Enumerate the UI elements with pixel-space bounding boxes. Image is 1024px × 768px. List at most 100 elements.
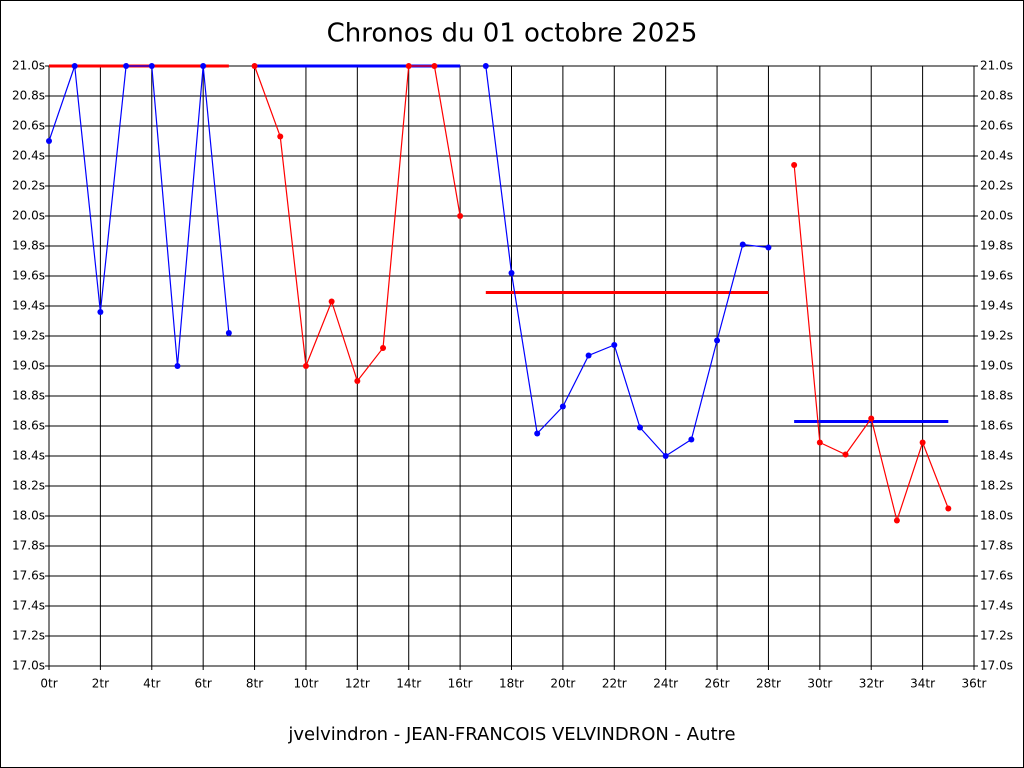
data-point xyxy=(765,244,772,251)
y-tick-label: 18.4s xyxy=(12,449,45,463)
data-point xyxy=(842,451,849,458)
y2-tick-label: 19.8s xyxy=(980,239,1013,253)
data-point xyxy=(200,63,207,69)
data-point xyxy=(945,505,952,512)
y2-tick-label: 20.6s xyxy=(980,119,1013,133)
y2-tick-label: 19.4s xyxy=(980,299,1013,313)
y2-tick-label: 17.8s xyxy=(980,539,1013,553)
y-tick-label: 17.8s xyxy=(12,539,45,553)
x-tick-label: 26tr xyxy=(705,677,730,691)
y2-tick-label: 17.0s xyxy=(980,659,1013,673)
data-point xyxy=(508,270,515,276)
footer: jvelvindron - JEAN-FRANCOIS VELVINDRON -… xyxy=(287,724,735,745)
y2-tick-label: 19.6s xyxy=(980,269,1013,283)
y-tick-label: 18.2s xyxy=(12,479,45,493)
y2-tick-label: 18.4s xyxy=(980,449,1013,463)
data-point xyxy=(662,453,669,459)
y2-tick-label: 17.4s xyxy=(980,599,1013,613)
x-tick-label: 10tr xyxy=(293,677,318,691)
data-point xyxy=(688,436,695,443)
data-point xyxy=(559,403,566,410)
y-tick-label: 19.0s xyxy=(12,359,45,373)
data-point xyxy=(482,63,489,69)
y-tick-label: 18.8s xyxy=(12,389,45,403)
data-point xyxy=(174,363,181,369)
y-tick-label: 17.0s xyxy=(12,659,45,673)
x-tick-label: 0tr xyxy=(40,677,57,691)
y2-tick-label: 21.0s xyxy=(980,59,1013,73)
y2-tick-label: 18.2s xyxy=(980,479,1013,493)
y2-tick-label: 20.8s xyxy=(980,89,1013,103)
x-tick-label: 30tr xyxy=(807,677,832,691)
x-tick-label: 22tr xyxy=(602,677,627,691)
data-point xyxy=(457,213,464,219)
x-tick-label: 32tr xyxy=(859,677,884,691)
data-point xyxy=(97,309,104,315)
x-tick-label: 16tr xyxy=(448,677,473,691)
y2-tick-label: 20.0s xyxy=(980,209,1013,223)
data-point xyxy=(148,63,155,69)
data-point xyxy=(328,298,335,305)
y2-tick-label: 18.8s xyxy=(980,389,1013,403)
data-point xyxy=(714,337,721,344)
data-point xyxy=(354,378,361,384)
data-point xyxy=(123,63,130,69)
y-tick-label: 19.6s xyxy=(12,269,45,283)
x-tick-label: 12tr xyxy=(345,677,370,691)
x-tick-label: 14tr xyxy=(396,677,421,691)
data-point xyxy=(46,138,52,144)
x-tick-label: 2tr xyxy=(92,677,109,691)
y-tick-label: 18.0s xyxy=(12,509,45,523)
data-point xyxy=(893,517,900,524)
y-tick-label: 20.8s xyxy=(12,89,45,103)
y-tick-label: 19.2s xyxy=(12,329,45,343)
y2-tick-label: 20.4s xyxy=(980,149,1013,163)
data-point xyxy=(611,342,618,348)
y-tick-label: 21.0s xyxy=(12,59,45,73)
chart-title: Chronos du 01 octobre 2025 xyxy=(327,19,698,49)
y2-tick-label: 17.2s xyxy=(980,629,1013,643)
data-point xyxy=(302,363,309,369)
data-point xyxy=(585,352,592,359)
x-tick-label: 34tr xyxy=(910,677,935,691)
x-tick-label: 20tr xyxy=(550,677,575,691)
y2-tick-label: 18.0s xyxy=(980,509,1013,523)
y2-tick-label: 19.2s xyxy=(980,329,1013,343)
y2-tick-label: 17.6s xyxy=(980,569,1013,583)
y-tick-label: 20.0s xyxy=(12,209,45,223)
data-point xyxy=(816,439,823,446)
y2-tick-label: 19.0s xyxy=(980,359,1013,373)
y2-tick-label: 20.2s xyxy=(980,179,1013,193)
x-tick-label: 28tr xyxy=(756,677,781,691)
y-tick-label: 19.8s xyxy=(12,239,45,253)
y-tick-label: 20.4s xyxy=(12,149,45,163)
y-tick-label: 18.6s xyxy=(12,419,45,433)
data-point xyxy=(919,439,926,446)
data-point xyxy=(636,424,643,431)
y-tick-label: 17.4s xyxy=(12,599,45,613)
data-point xyxy=(791,162,798,168)
data-point xyxy=(739,241,746,248)
data-point xyxy=(405,63,412,69)
y-tick-label: 20.2s xyxy=(12,179,45,193)
y2-tick-label: 18.6s xyxy=(980,419,1013,433)
x-tick-label: 36tr xyxy=(962,677,987,691)
x-tick-label: 4tr xyxy=(143,677,160,691)
series-line xyxy=(48,65,769,457)
x-tick-label: 18tr xyxy=(499,677,524,691)
data-point xyxy=(868,415,875,422)
x-tick-label: 24tr xyxy=(653,677,678,691)
data-point xyxy=(71,63,78,69)
data-point xyxy=(277,133,284,140)
data-point xyxy=(431,63,438,69)
y-tick-label: 19.4s xyxy=(12,299,45,313)
data-point xyxy=(251,63,258,69)
data-point xyxy=(534,430,541,437)
y-tick-label: 20.6s xyxy=(12,119,45,133)
y-tick-label: 17.2s xyxy=(12,629,45,643)
x-tick-label: 8tr xyxy=(246,677,263,691)
y-tick-label: 17.6s xyxy=(12,569,45,583)
x-tick-label: 6tr xyxy=(195,677,212,691)
data-point xyxy=(225,330,232,336)
